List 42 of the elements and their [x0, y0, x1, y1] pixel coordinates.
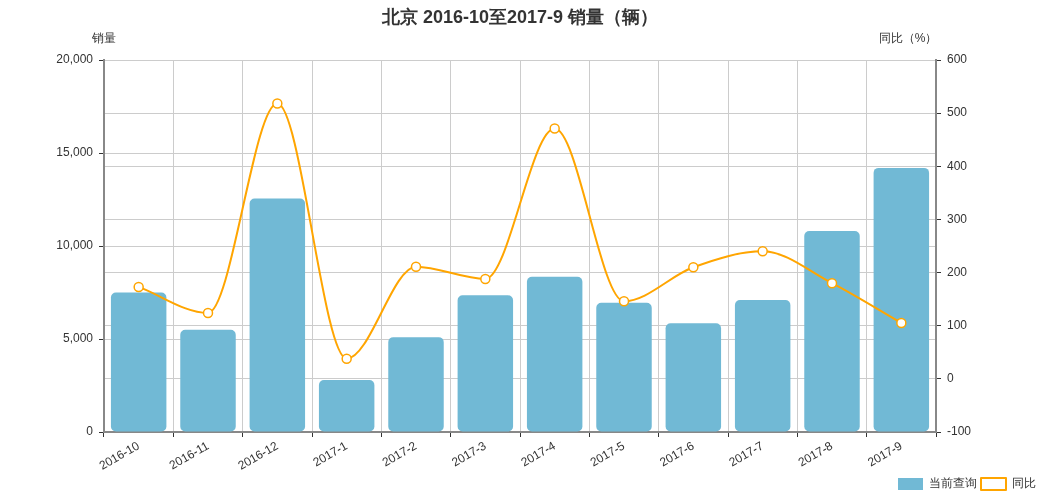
point: [410, 261, 422, 272]
bar: [804, 231, 860, 432]
point: [896, 317, 907, 329]
point: [133, 281, 144, 293]
bar: [110, 292, 167, 432]
bar: [249, 198, 306, 432]
y2-tick-label: 600: [947, 52, 968, 67]
bar: [318, 379, 375, 432]
bar: [526, 276, 583, 432]
bar: [457, 295, 514, 432]
bar: [665, 323, 722, 432]
legend-label: 当前查询: [929, 476, 977, 491]
point: [202, 307, 214, 319]
bar: [734, 299, 791, 432]
y-tick-label: 0: [86, 424, 94, 439]
point: [341, 353, 352, 364]
point: [480, 273, 491, 285]
bar: [596, 302, 652, 432]
y2-tick-label: 400: [947, 158, 968, 173]
legend-label: 同比: [1012, 476, 1036, 491]
y-tick-label: 20,000: [56, 52, 94, 67]
point: [688, 262, 699, 273]
y2-tick-label: 0: [947, 371, 954, 386]
y2-tick-label: -100: [947, 424, 972, 439]
bar: [180, 329, 236, 432]
y-tick-label: 5,000: [62, 331, 94, 346]
y2-tick-label: 300: [947, 211, 968, 226]
y2-tick-label: 500: [947, 105, 968, 120]
point: [272, 98, 283, 109]
y-axis-title: 销量: [91, 31, 116, 46]
y-tick-label: 10,000: [56, 238, 94, 253]
point: [826, 277, 838, 289]
y2-axis-title: 同比（%）: [878, 31, 938, 46]
point: [549, 123, 560, 134]
y2-tick-label: 200: [947, 264, 968, 279]
y-tick-label: 15,000: [56, 145, 94, 160]
point: [618, 296, 630, 307]
chart-title: 北京 2016-10至2017-9 销量（辆）: [380, 6, 659, 27]
bar: [873, 167, 930, 432]
y2-tick-label: 100: [947, 318, 968, 333]
point: [757, 246, 768, 257]
bar: [388, 337, 444, 432]
